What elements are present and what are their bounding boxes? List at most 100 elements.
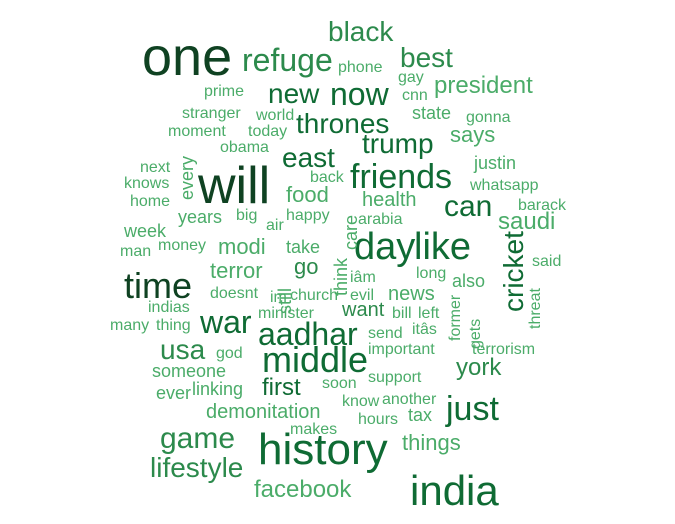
word-tax: tax [408,405,433,425]
word-gets: gets [467,318,484,350]
word-justin: justin [474,153,517,173]
word-like: like [414,226,472,268]
word-facebook: facebook [254,476,352,503]
word-says: says [450,122,496,147]
word-arabia: arabia [358,211,403,228]
word-now: now [330,76,389,112]
word-gay: gay [398,69,424,86]
word-said: said [532,253,562,270]
word-next: next [140,159,171,176]
word-prime: prime [204,83,245,100]
word-left: left [418,305,440,322]
word-support: support [368,369,422,386]
word-world: world [256,107,295,124]
word-terror: terror [210,258,263,283]
word-east: east [282,142,335,173]
word-just: just [446,390,499,428]
word-barack: barack [518,197,567,214]
word-demonitation: demonitation [206,401,321,423]
word-york: york [456,354,502,381]
word-take: take [286,237,321,257]
word-refuge: refuge [242,42,333,78]
word-history: history [258,425,388,474]
word-game: game [160,422,236,455]
word-many: many [110,317,150,334]
word-minister: minister [258,305,315,322]
word-cricket: cricket [498,230,529,312]
word-obama: obama [220,139,269,156]
word-saudi: saudi [498,208,556,235]
word-can: can [444,190,493,223]
word-news: news [388,283,435,305]
word-usa: usa [160,334,206,365]
word-modi: modi [218,234,266,259]
word-want: want [342,299,385,321]
word-air: air [266,217,284,234]
word-threat: threat [527,288,544,330]
word-big: big [236,207,258,224]
word-new: new [268,78,320,109]
word-friends: friends [350,158,453,196]
word-happy: happy [286,207,330,224]
word-long: long [416,265,447,282]
word-money: money [158,237,207,254]
word-doesnt: doesnt [210,285,259,302]
word-linking: linking [192,379,244,399]
word-will: will [198,157,271,215]
word-middle: middle [262,339,369,380]
word-bill: bill [392,305,412,322]
word-terrorism: terrorism [472,341,536,358]
word-trump: trump [362,128,434,159]
word-aadhar: aadhar [258,316,358,352]
word-important: important [368,341,435,358]
word-former: former [447,294,464,342]
word-president: president [434,72,533,99]
word-war: war [200,304,252,340]
word-it-s: itâs [412,321,437,338]
word-gonna: gonna [466,109,511,126]
word-years: years [178,207,223,227]
word-every: every [177,155,197,200]
word-one: one [142,27,233,87]
word-week: week [124,221,167,241]
word-black: black [328,16,394,47]
word-stranger: stranger [182,105,241,122]
word-go: go [294,254,319,279]
word-best: best [400,42,453,73]
word-cnn: cnn [402,87,428,104]
word-indias: indias [148,299,190,316]
word-day: day [354,226,416,268]
word-moment: moment [168,123,226,140]
word-god: god [216,345,243,362]
word-know: know [342,393,380,410]
word-food: food [286,182,329,207]
word-man: man [120,243,152,260]
word-time: time [124,265,193,306]
word-also: also [452,271,486,291]
word-ever: ever [156,383,192,403]
word-whatsapp: whatsapp [470,177,539,194]
word-knows: knows [124,175,170,192]
word-evil: evil [350,287,375,304]
word-phone: phone [338,59,383,76]
word-thing: thing [156,317,191,334]
word-soon: soon [322,375,357,392]
word-another: another [382,391,437,408]
word-back: back [310,169,344,186]
word-india: india [410,467,499,514]
word-send: send [368,325,403,342]
word-things: things [402,430,461,455]
word-state: state [412,103,452,123]
word-thrones: thrones [296,108,390,139]
word-health: health [362,189,417,211]
word-lifestyle: lifestyle [150,452,244,483]
word-church: church [290,287,339,304]
word-i-m: iâm [350,269,376,286]
word-im: im [270,289,287,306]
word-home: home [130,193,171,210]
word-first: first [262,374,301,401]
word-hours: hours [358,411,399,428]
word-someone: someone [152,361,227,381]
word-makes: makes [290,421,338,438]
